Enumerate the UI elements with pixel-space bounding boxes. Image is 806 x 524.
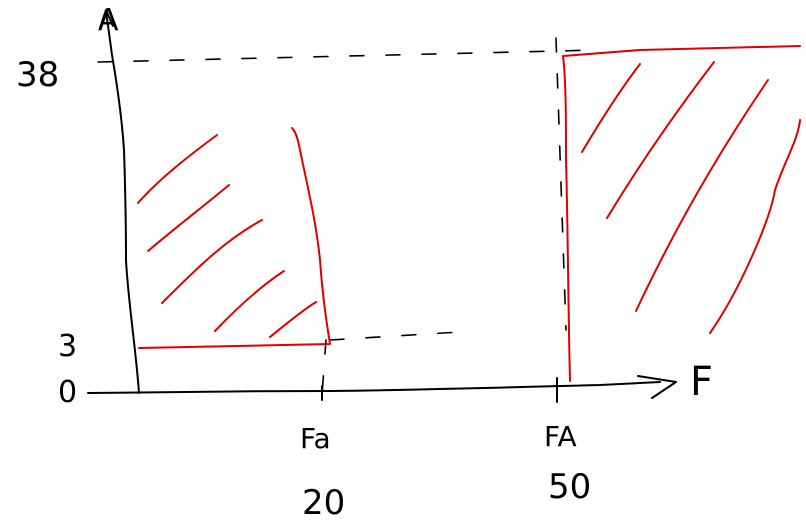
x-tick-value-20: 20 bbox=[302, 483, 345, 523]
right-region-hatching bbox=[581, 61, 801, 334]
x-axis bbox=[87, 381, 661, 394]
right-region-outline bbox=[562, 45, 801, 382]
x-axis-label: F bbox=[690, 359, 713, 405]
left-region-hatching bbox=[137, 134, 317, 338]
y-axis bbox=[105, 11, 140, 394]
x-axis-arrowhead bbox=[637, 375, 677, 399]
y-tick-label-38: 38 bbox=[16, 55, 59, 95]
y-axis-arrowhead bbox=[99, 9, 114, 29]
y-axis-label: A bbox=[98, 3, 119, 38]
dashed-line-38 bbox=[97, 49, 601, 63]
x-tick-value-50: 50 bbox=[548, 467, 591, 507]
dashed-line-3 bbox=[329, 331, 461, 341]
x-tick-symbol-fa-lower: Fa bbox=[300, 422, 331, 455]
left-region-outline bbox=[138, 127, 331, 349]
y-tick-label-3: 3 bbox=[58, 329, 77, 364]
origin-label: 0 bbox=[58, 375, 77, 410]
x-tick-symbol-fa-upper: FA bbox=[544, 420, 577, 453]
dashed-line-50 bbox=[555, 37, 567, 331]
